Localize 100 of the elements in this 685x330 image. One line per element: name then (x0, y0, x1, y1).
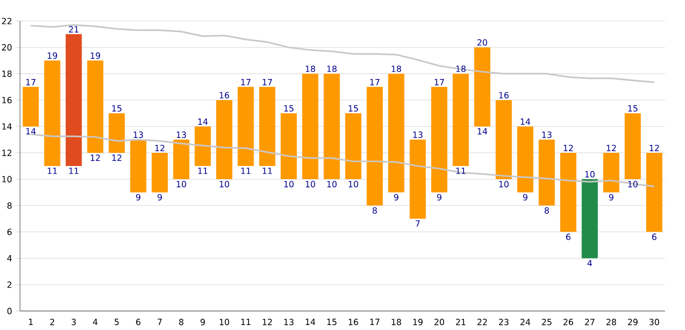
x-tick-label: 2 (50, 318, 54, 326)
bar (624, 113, 641, 180)
annotation: 9 (394, 194, 398, 200)
x-tick-label: 1 (28, 318, 33, 325)
annotation: 10 (306, 180, 316, 188)
annotation: 8 (544, 207, 549, 214)
x-tick-label: 25 (542, 318, 552, 326)
bar (560, 152, 576, 232)
annotation: 21 (68, 26, 78, 32)
annotation: 11 (48, 168, 57, 174)
x-tick-label: 21 (456, 318, 466, 326)
annotation: 13 (176, 132, 186, 138)
y-tick-label: 14 (2, 123, 12, 130)
x-tick-label: 3 (72, 318, 76, 326)
annotation: 14 (198, 118, 208, 125)
annotation: 15 (628, 105, 638, 112)
bar (194, 126, 211, 166)
bar (130, 140, 146, 192)
bar (152, 152, 168, 192)
annotation: 17 (370, 79, 380, 86)
x-tick-label: 24 (520, 318, 530, 326)
annotation: 12 (90, 154, 100, 161)
bar (431, 86, 448, 192)
annotation: 16 (220, 92, 230, 98)
annotation: 19 (48, 52, 58, 59)
annotation: 6 (566, 234, 570, 240)
annotation: 20 (477, 39, 488, 46)
bar (324, 74, 340, 180)
bar (259, 86, 276, 166)
annotation: 18 (327, 66, 337, 72)
x-tick-label: 19 (413, 318, 423, 326)
x-tick-label: 27 (584, 318, 594, 326)
annotation: 10 (348, 180, 358, 188)
annotation: 16 (499, 92, 509, 98)
bar (238, 86, 254, 166)
annotation: 10 (220, 180, 230, 188)
bar (388, 74, 404, 192)
bar (22, 86, 39, 126)
bar (87, 60, 104, 153)
bar (108, 113, 125, 153)
bar (280, 113, 297, 180)
annotation: 9 (523, 194, 528, 200)
annotation: 13 (413, 132, 422, 138)
annotation: 12 (650, 144, 659, 152)
annotation: 11 (262, 168, 272, 174)
bar (474, 47, 490, 126)
x-tick-label: 29 (628, 318, 638, 326)
annotation: 14 (26, 128, 36, 134)
bar (366, 86, 383, 206)
bar (517, 126, 534, 192)
x-tick-label: 14 (306, 318, 316, 325)
annotation: 13 (134, 132, 143, 138)
bar (410, 140, 426, 219)
annotation: 10 (499, 180, 509, 188)
y-tick-label: 12 (2, 150, 12, 156)
x-tick-label: 15 (327, 318, 336, 326)
x-tick-label: 28 (606, 318, 616, 326)
x-tick-label: 30 (649, 318, 660, 326)
y-tick-label: 8 (7, 202, 12, 209)
annotation: 18 (392, 66, 402, 72)
annotation: 15 (112, 105, 122, 112)
annotation: 14 (478, 128, 488, 134)
annotation: 12 (155, 144, 164, 152)
y-tick-label: 0 (7, 308, 12, 314)
annotation: 9 (437, 194, 442, 200)
x-tick-label: 17 (370, 318, 380, 325)
annotation: 10 (628, 180, 638, 188)
x-tick-label: 9 (200, 318, 205, 326)
x-tick-label: 13 (284, 318, 294, 326)
annotation: 4 (587, 260, 592, 266)
x-tick-label: 11 (241, 318, 250, 325)
annotation: 12 (564, 144, 573, 152)
annotation: 17 (26, 79, 36, 86)
annotation: 11 (198, 168, 208, 174)
annotation: 12 (606, 144, 616, 152)
annotation: 15 (284, 105, 294, 112)
annotation: 9 (158, 194, 162, 200)
bar (496, 100, 512, 180)
bar (302, 74, 318, 180)
bar (452, 74, 469, 166)
x-tick-label: 22 (477, 318, 487, 326)
annotation: 7 (416, 220, 420, 227)
x-tick-label: 18 (392, 318, 402, 326)
bar (582, 179, 598, 258)
bar (646, 152, 662, 232)
x-tick-label: 12 (262, 318, 272, 326)
annotation: 14 (520, 118, 530, 125)
annotation: 8 (372, 207, 377, 214)
annotation: 15 (348, 105, 358, 112)
x-tick-label: 4 (92, 318, 98, 325)
annotation: 9 (609, 194, 614, 200)
x-tick-label: 23 (498, 318, 508, 326)
bar (44, 60, 60, 166)
annotation: 12 (112, 154, 122, 161)
y-tick-label: 20 (2, 44, 12, 51)
x-tick-label: 26 (563, 318, 574, 326)
annotation: 11 (456, 168, 466, 174)
annotation: 10 (284, 180, 294, 188)
annotation: 18 (456, 66, 466, 72)
annotation: 10 (327, 180, 337, 188)
